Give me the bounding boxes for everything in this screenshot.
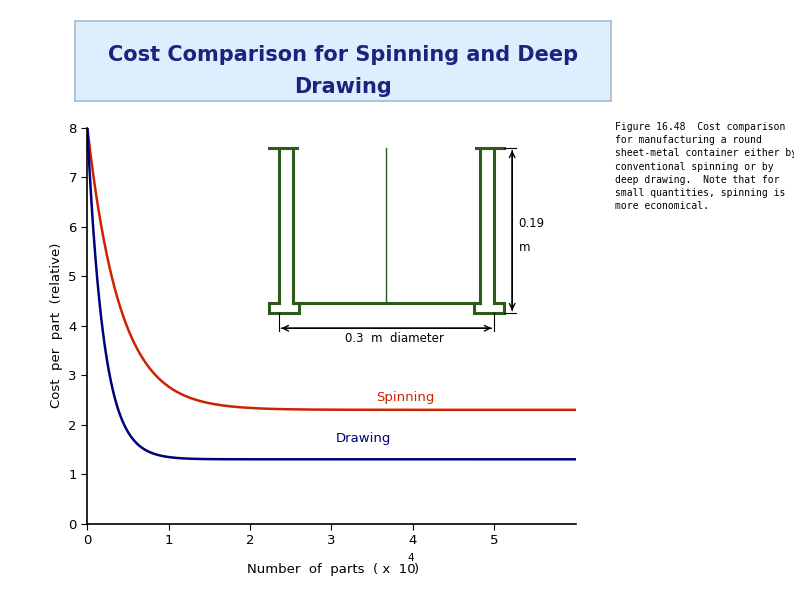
Text: Drawing: Drawing [295, 77, 392, 97]
Text: Number  of  parts  ( x  10: Number of parts ( x 10 [247, 563, 416, 576]
Text: Cost Comparison for Spinning and Deep: Cost Comparison for Spinning and Deep [108, 45, 579, 65]
Text: 0.19: 0.19 [518, 217, 545, 230]
Text: Spinning: Spinning [376, 391, 434, 404]
Text: Drawing: Drawing [336, 432, 391, 445]
Text: ): ) [414, 563, 418, 576]
Text: 4: 4 [407, 553, 414, 563]
Text: Figure 16.48  Cost comparison
for manufacturing a round
sheet-metal container ei: Figure 16.48 Cost comparison for manufac… [615, 122, 794, 211]
Text: 0.3  m  diameter: 0.3 m diameter [345, 332, 444, 345]
Y-axis label: Cost  per  part  (relative): Cost per part (relative) [50, 243, 63, 408]
Text: m: m [518, 242, 530, 255]
